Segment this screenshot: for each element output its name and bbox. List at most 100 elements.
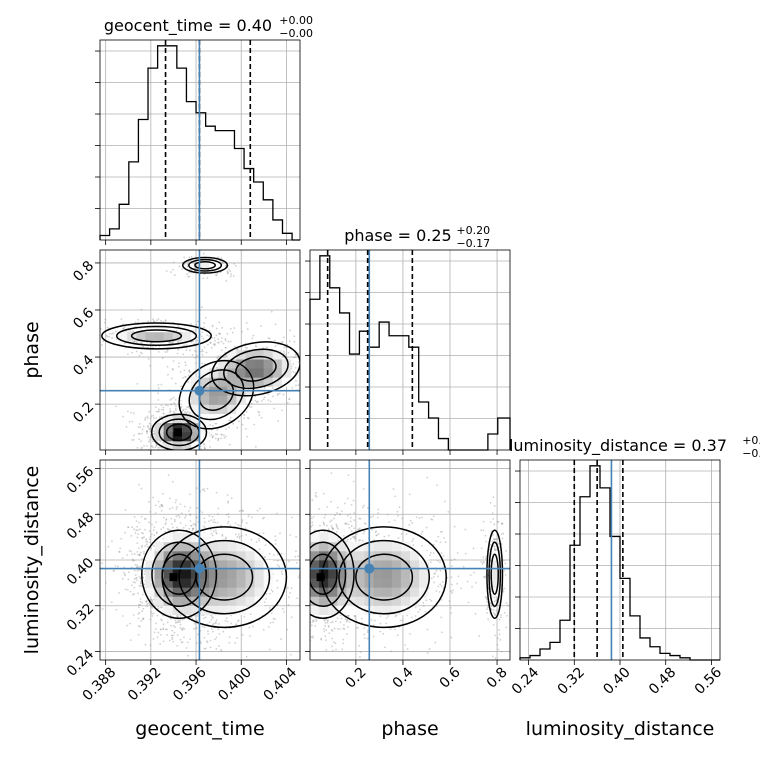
sample-point [175, 508, 178, 510]
density-cell [281, 377, 292, 387]
sample-point [209, 341, 212, 344]
sample-point [162, 627, 165, 630]
sample-point [249, 635, 251, 637]
sample-point [232, 422, 235, 425]
density-cell [236, 377, 246, 387]
sample-point [114, 330, 117, 333]
sample-point [237, 523, 239, 526]
sample-point [173, 402, 176, 405]
sample-point [152, 346, 154, 349]
sample-point [157, 457, 159, 459]
density-cell [272, 350, 283, 360]
sample-point [175, 405, 177, 408]
sample-point [316, 394, 318, 396]
sample-point [215, 334, 218, 337]
sample-point [181, 268, 183, 271]
sample-point [195, 627, 198, 630]
sample-point [150, 533, 153, 536]
sample-point [212, 452, 214, 454]
sample-point [123, 342, 126, 345]
sample-point [203, 443, 206, 446]
density-cell [200, 550, 210, 561]
sample-point [135, 577, 138, 579]
density-cell [200, 368, 210, 378]
sample-point [153, 320, 156, 323]
sample-point [489, 543, 492, 546]
sample-point [133, 569, 136, 572]
sample-point [139, 351, 142, 354]
sample-point [143, 518, 146, 521]
sample-point [146, 445, 148, 447]
sample-point [233, 262, 236, 265]
sample-point [171, 506, 174, 509]
sample-point [289, 340, 291, 343]
sample-point [185, 344, 188, 346]
sample-point [308, 588, 310, 590]
sample-point [239, 524, 241, 527]
sample-point [280, 638, 282, 641]
sample-point [264, 544, 267, 547]
sample-point [133, 586, 136, 589]
sample-point [217, 628, 220, 631]
sample-point [270, 612, 273, 615]
density-cell [172, 578, 183, 588]
sample-point [267, 626, 270, 628]
contour-0-3 [101, 322, 212, 350]
sample-point [182, 526, 185, 529]
sample-point [358, 539, 360, 542]
sample-point [161, 357, 164, 360]
sample-point [345, 614, 348, 617]
sample-point [119, 547, 122, 550]
density-cell [227, 560, 237, 570]
sample-point [166, 349, 169, 351]
sample-point [206, 641, 209, 644]
sample-point [358, 644, 361, 647]
density-peak [169, 573, 178, 582]
sample-point [262, 398, 265, 401]
sample-point [137, 603, 140, 606]
sample-point [323, 523, 326, 526]
sample-point [311, 619, 314, 622]
sample-point [203, 647, 206, 650]
sample-point [162, 516, 165, 519]
sample-point [212, 530, 215, 533]
title-minus-luminosity_distance: −0.04 [742, 447, 760, 460]
sample-point [287, 351, 290, 354]
sample-point [246, 416, 249, 419]
sample-point [217, 338, 220, 341]
sample-point [180, 385, 183, 388]
sample-point [133, 577, 136, 580]
sample-point [307, 558, 309, 560]
sample-point [303, 573, 305, 575]
sample-point [164, 464, 166, 466]
sample-point [363, 530, 366, 533]
sample-point [214, 521, 217, 524]
sample-point [288, 596, 290, 599]
sample-point [217, 256, 220, 259]
sample-point [341, 648, 344, 651]
sample-point [500, 650, 503, 653]
density-cell [190, 596, 201, 606]
sample-point [250, 402, 253, 405]
sample-point [388, 521, 390, 523]
sample-point [449, 606, 452, 609]
sample-point [151, 523, 153, 526]
sample-point [172, 360, 175, 362]
sample-point [249, 613, 252, 616]
density-cell [263, 350, 274, 360]
sample-point [291, 386, 294, 389]
sample-point [315, 620, 318, 622]
sample-point [122, 571, 125, 574]
density-cell [227, 404, 237, 415]
density-cell [190, 578, 201, 588]
density-cell [227, 377, 237, 387]
sample-point [243, 414, 246, 417]
sample-point [155, 417, 158, 419]
density-cell [145, 322, 155, 333]
sample-point [336, 526, 339, 529]
sample-point [295, 384, 297, 387]
sample-point [154, 504, 157, 507]
density-cell [227, 541, 237, 552]
sample-point [111, 333, 113, 336]
sample-point [275, 562, 277, 564]
